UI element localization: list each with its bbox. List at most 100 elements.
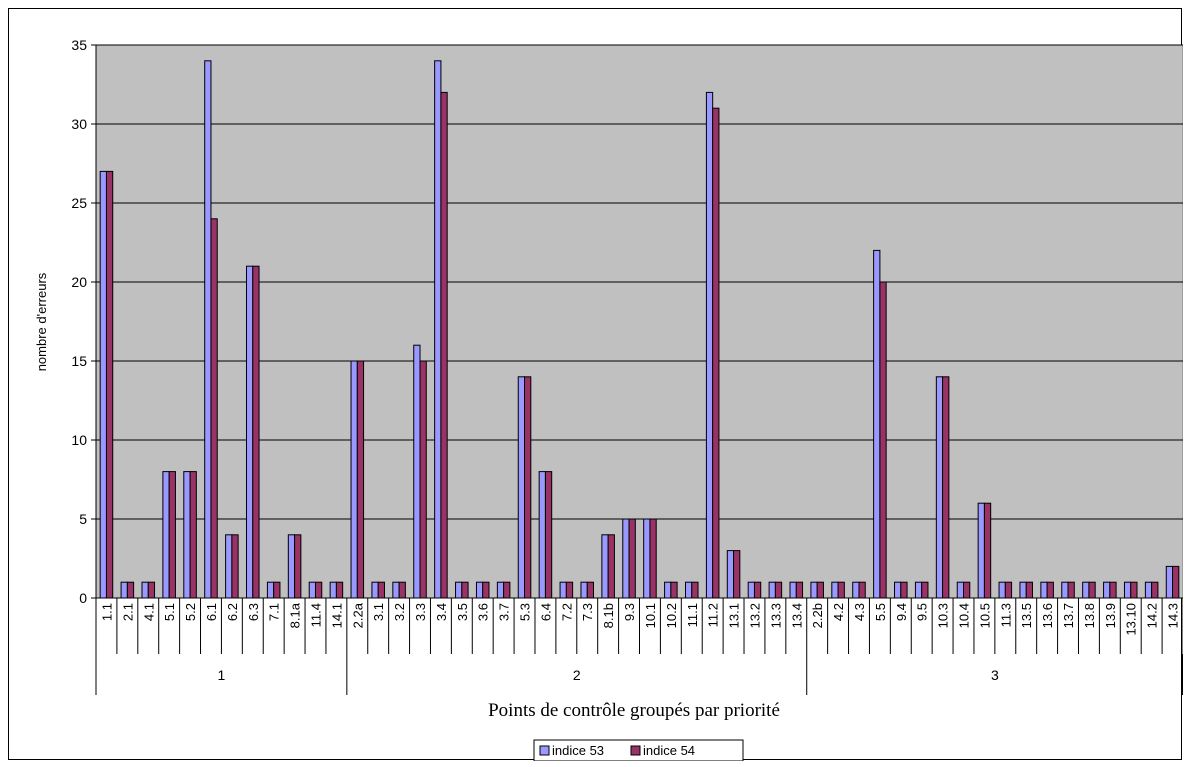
bar-indice-54-4.2 xyxy=(837,581,845,599)
x-tick-label: 5.1 xyxy=(162,603,177,621)
x-tick-label: 13.9 xyxy=(1103,603,1118,628)
bar-indice-53-3.7 xyxy=(496,581,505,599)
x-tick-label: 1.1 xyxy=(99,603,114,621)
bar-indice-53-2.2b xyxy=(810,581,818,599)
bar-indice-54-7.1 xyxy=(273,581,281,599)
bar-indice-54-13.4 xyxy=(795,581,804,599)
bar-indice-53-7.3 xyxy=(580,581,588,599)
bar-chart: 0 5 10 15 20 25 30 35 1.1 2.1 4.1 5.1 5.2 6.1 6.2 6.3 7.… xyxy=(34,37,1183,761)
bar-indice-53-13.2 xyxy=(747,581,755,599)
x-axis-title: Points de contrôle groupés par priorité xyxy=(488,700,780,721)
bar-indice-54-13.5 xyxy=(1025,581,1033,599)
bar-indice-54-14.2 xyxy=(1151,581,1159,599)
bar-indice-53-11.3 xyxy=(998,581,1006,599)
bar-indice-53-13.6 xyxy=(1040,581,1048,599)
legend: indice 53 indice 54 xyxy=(533,739,744,761)
x-tick-label: 14.1 xyxy=(329,603,344,628)
bar-indice-54-3.1 xyxy=(377,581,385,599)
bar-indice-54-9.5 xyxy=(921,581,929,599)
bar-indice-53-3.4 xyxy=(434,60,442,599)
x-tick-label: 6.2 xyxy=(225,603,240,621)
bar-indice-53-14.2 xyxy=(1144,581,1153,599)
bar-indice-54-6.4 xyxy=(544,471,553,599)
x-tick-label: 13.6 xyxy=(1040,603,1055,628)
x-tick-label: 11.1 xyxy=(685,603,700,627)
group-label: 3 xyxy=(991,667,999,683)
bar-indice-54-10.4 xyxy=(963,581,971,599)
x-tick-label: 5.3 xyxy=(518,603,533,621)
bar-indice-54-9.4 xyxy=(900,581,908,599)
x-tick-label: 2.2a xyxy=(350,602,365,628)
bar-indice-53-3.1 xyxy=(371,581,379,599)
bar-indice-54-10.1 xyxy=(649,518,657,599)
bar-indice-53-7.1 xyxy=(266,581,275,599)
bar-indice-53-3.5 xyxy=(455,581,463,599)
x-tick-label: 7.1 xyxy=(267,603,282,621)
x-tick-label: 13.3 xyxy=(768,603,783,628)
bar-indice-54-3.2 xyxy=(398,581,406,599)
bar-indice-53-5.5 xyxy=(873,249,881,599)
bar-indice-54-14.1 xyxy=(335,581,344,599)
bar-indice-54-3.5 xyxy=(461,581,469,599)
x-tick-label: 4.1 xyxy=(141,603,156,621)
bar-indice-54-13.9 xyxy=(1109,581,1117,599)
bar-indice-53-8.1a xyxy=(287,534,296,599)
bar-indice-53-9.4 xyxy=(894,581,902,599)
bar-indice-53-13.5 xyxy=(1019,581,1027,599)
x-tick-label: 4.2 xyxy=(831,603,846,621)
bar-indice-54-4.3 xyxy=(858,581,866,599)
bar-indice-53-13.8 xyxy=(1082,581,1090,599)
bar-indice-53-10.3 xyxy=(935,376,944,599)
bar-indice-54-6.2 xyxy=(231,534,239,599)
bar-indice-54-6.1 xyxy=(210,218,218,599)
y-tick-label: 0 xyxy=(79,590,87,606)
bar-indice-53-5.3 xyxy=(517,376,526,599)
x-tick-label: 3.2 xyxy=(392,603,407,621)
bar-indice-54-6.3 xyxy=(252,265,260,599)
x-tick-label: 8.1a xyxy=(288,602,303,628)
bar-indice-54-11.1 xyxy=(691,581,699,599)
bar-indice-54-3.6 xyxy=(482,581,490,599)
x-tick-label: 13.5 xyxy=(1019,603,1034,628)
x-tick-label: 14.2 xyxy=(1145,603,1160,628)
bar-indice-53-5.1 xyxy=(162,471,170,599)
y-tick-label: 35 xyxy=(71,37,87,53)
x-tick-label: 6.4 xyxy=(538,603,553,621)
bar-indice-54-13.2 xyxy=(753,581,762,599)
bar-indice-54-11.4 xyxy=(314,581,323,599)
bar-indice-54-14.3 xyxy=(1172,565,1180,599)
bar-indice-53-13.10 xyxy=(1123,581,1132,599)
bar-indice-54-7.2 xyxy=(565,581,574,599)
x-tick-label: 13.10 xyxy=(1124,603,1139,636)
bar-indice-53-14.1 xyxy=(329,581,337,599)
x-tick-label: 9.3 xyxy=(622,603,637,621)
y-axis-title: nombre d'erreurs xyxy=(34,272,49,371)
legend-label-indice-53: indice 53 xyxy=(552,743,604,758)
bar-indice-53-13.1 xyxy=(726,550,735,599)
chart-area: 0 5 10 15 20 25 30 35 1.1 2.1 4.1 5.1 5.2 6.1 6.2 6.3 7.… xyxy=(8,8,1183,761)
bar-indice-53-4.2 xyxy=(831,581,839,599)
x-tick-label: 6.3 xyxy=(246,603,261,621)
bar-indice-54-5.5 xyxy=(879,281,887,599)
bar-indice-54-2.2b xyxy=(816,581,824,599)
bar-indice-53-3.2 xyxy=(392,581,400,599)
bar-indice-54-2.2a xyxy=(356,360,365,599)
x-tick-label: 3.7 xyxy=(497,603,512,621)
x-tick-label: 2.2b xyxy=(810,603,825,628)
bar-indice-54-5.3 xyxy=(524,376,532,599)
bar-indice-53-3.6 xyxy=(475,581,484,599)
x-tick-label: 13.7 xyxy=(1061,603,1076,628)
bar-indice-54-13.8 xyxy=(1088,581,1096,599)
bar-indice-53-14.3 xyxy=(1165,565,1174,599)
x-tick-label: 9.4 xyxy=(894,603,909,621)
bar-indice-54-3.7 xyxy=(503,581,511,599)
legend-label-indice-54: indice 54 xyxy=(643,743,695,758)
bar-indice-53-11.2 xyxy=(705,91,714,599)
bar-indice-53-6.4 xyxy=(538,471,546,599)
bar-indice-54-11.3 xyxy=(1004,581,1013,599)
x-tick-label: 8.1b xyxy=(601,603,616,628)
bar-indice-53-9.5 xyxy=(914,581,923,599)
group-label: 1 xyxy=(218,667,226,683)
x-tick-label: 10.4 xyxy=(957,603,972,628)
x-tick-label: 14.3 xyxy=(1166,603,1181,628)
